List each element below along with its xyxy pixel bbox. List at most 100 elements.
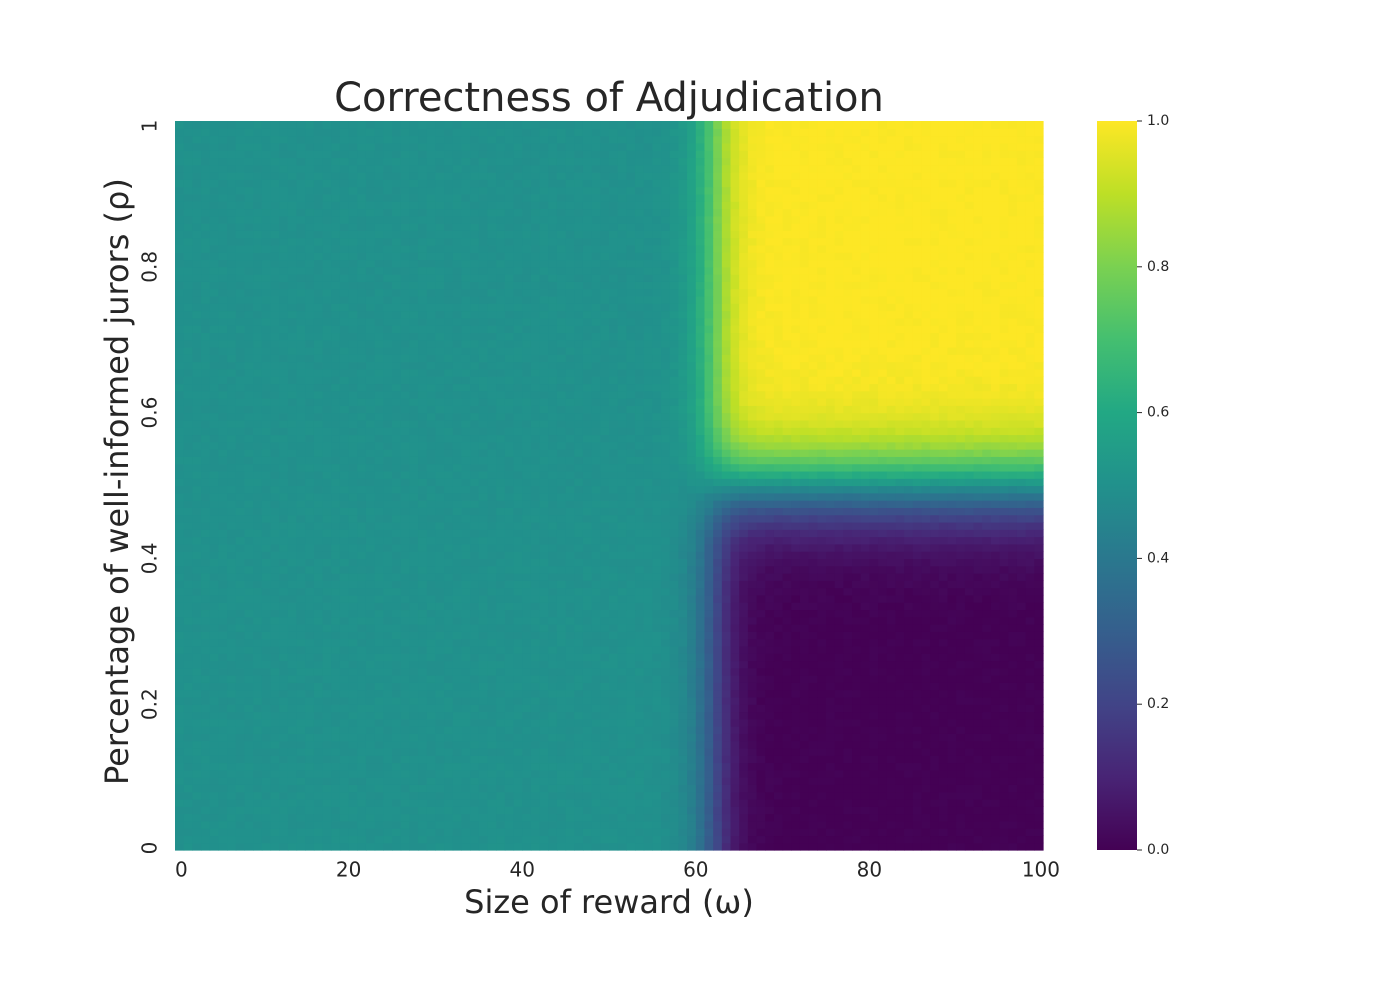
heatmap-cell bbox=[1016, 842, 1027, 851]
heatmap-cell bbox=[513, 842, 523, 851]
heatmap-cell bbox=[192, 704, 202, 713]
heatmap-cell bbox=[921, 784, 931, 793]
heatmap-cell bbox=[765, 631, 775, 640]
heatmap-cell bbox=[209, 762, 219, 771]
heatmap-cell bbox=[470, 580, 480, 589]
heatmap-cell bbox=[513, 769, 523, 778]
heatmap-cell bbox=[444, 820, 454, 829]
heatmap-cell bbox=[201, 594, 211, 603]
heatmap-cell bbox=[444, 594, 454, 603]
heatmap-cell bbox=[695, 747, 706, 756]
heatmap-cell bbox=[470, 798, 480, 807]
heatmap-cell bbox=[374, 565, 384, 574]
heatmap-cell bbox=[556, 485, 567, 494]
heatmap-cell bbox=[548, 543, 558, 552]
heatmap-cell bbox=[270, 740, 280, 749]
heatmap-cell bbox=[487, 529, 497, 538]
heatmap-cell bbox=[444, 645, 454, 654]
heatmap-cell bbox=[947, 536, 957, 545]
heatmap-cell bbox=[609, 784, 619, 793]
heatmap-cell bbox=[990, 500, 1001, 508]
heatmap-cell bbox=[852, 616, 862, 625]
heatmap-cell bbox=[791, 769, 801, 778]
heatmap-cell bbox=[487, 696, 497, 705]
heatmap-cell bbox=[921, 558, 931, 567]
heatmap-cell bbox=[799, 594, 810, 603]
heatmap-cell bbox=[843, 813, 853, 822]
heatmap-cell bbox=[201, 704, 211, 713]
heatmap-cell bbox=[565, 543, 575, 552]
heatmap-cell bbox=[782, 587, 792, 596]
heatmap-cell bbox=[921, 602, 931, 611]
heatmap-cell bbox=[643, 784, 653, 793]
heatmap-cell bbox=[661, 594, 671, 603]
heatmap-cell bbox=[556, 500, 567, 508]
heatmap-cell bbox=[374, 791, 384, 800]
heatmap-cell bbox=[652, 747, 662, 756]
heatmap-cell bbox=[296, 638, 306, 647]
heatmap-cell bbox=[687, 762, 697, 771]
heatmap-cell bbox=[938, 616, 949, 625]
heatmap-cell bbox=[478, 820, 489, 829]
heatmap-cell bbox=[886, 784, 897, 793]
heatmap-cell bbox=[296, 551, 306, 559]
heatmap-cell bbox=[799, 828, 810, 837]
heatmap-cell bbox=[938, 828, 949, 837]
heatmap-cell bbox=[235, 514, 246, 523]
heatmap-cell bbox=[400, 543, 410, 552]
heatmap-cell bbox=[635, 806, 645, 815]
heatmap-cell bbox=[973, 485, 983, 494]
heatmap-cell bbox=[860, 762, 870, 771]
heatmap-cell bbox=[1008, 624, 1018, 632]
heatmap-cell bbox=[183, 492, 193, 501]
heatmap-cell bbox=[279, 835, 289, 844]
heatmap-cell bbox=[461, 842, 471, 851]
heatmap-cell bbox=[487, 500, 497, 508]
heatmap-cell bbox=[886, 704, 897, 713]
heatmap-cell bbox=[253, 667, 263, 676]
heatmap-cell bbox=[765, 572, 775, 581]
heatmap-cell bbox=[426, 638, 436, 647]
heatmap-cell bbox=[609, 587, 619, 596]
heatmap-cell bbox=[409, 594, 419, 603]
heatmap-cell bbox=[808, 813, 818, 822]
heatmap-cell bbox=[678, 777, 688, 785]
heatmap-cell bbox=[930, 660, 940, 669]
heatmap-cell bbox=[817, 740, 827, 749]
heatmap-cell bbox=[175, 514, 185, 523]
heatmap-cell bbox=[183, 485, 193, 494]
heatmap-cell bbox=[609, 529, 619, 538]
heatmap-cell bbox=[539, 828, 549, 837]
heatmap-cell bbox=[201, 660, 211, 669]
heatmap-cell bbox=[938, 500, 949, 508]
heatmap-cell bbox=[452, 500, 463, 508]
heatmap-cell bbox=[305, 755, 315, 764]
heatmap-cell bbox=[938, 689, 949, 698]
heatmap-cell bbox=[904, 536, 914, 545]
heatmap-cell bbox=[721, 638, 732, 647]
heatmap-cell bbox=[235, 660, 246, 669]
heatmap-cell bbox=[470, 675, 480, 683]
heatmap-cell bbox=[253, 492, 263, 501]
heatmap-cell bbox=[313, 675, 324, 683]
heatmap-cell bbox=[235, 667, 246, 676]
heatmap-cell bbox=[869, 645, 879, 654]
heatmap-cell bbox=[452, 755, 463, 764]
heatmap-cell bbox=[357, 580, 367, 589]
heatmap-cell bbox=[279, 587, 289, 596]
heatmap-cell bbox=[582, 594, 593, 603]
heatmap-cell bbox=[287, 813, 298, 822]
heatmap-cell bbox=[582, 667, 593, 676]
heatmap-cell bbox=[504, 696, 515, 705]
heatmap-cell bbox=[869, 762, 879, 771]
heatmap-cell bbox=[496, 675, 506, 683]
heatmap-cell bbox=[383, 704, 393, 713]
heatmap-cell bbox=[661, 689, 671, 698]
heatmap-cell bbox=[669, 616, 680, 625]
heatmap-cell bbox=[556, 638, 567, 647]
heatmap-cell bbox=[895, 777, 905, 785]
heatmap-cell bbox=[956, 507, 966, 516]
heatmap-cell bbox=[747, 572, 758, 581]
heatmap-cell bbox=[374, 507, 384, 516]
heatmap-cell bbox=[487, 704, 497, 713]
